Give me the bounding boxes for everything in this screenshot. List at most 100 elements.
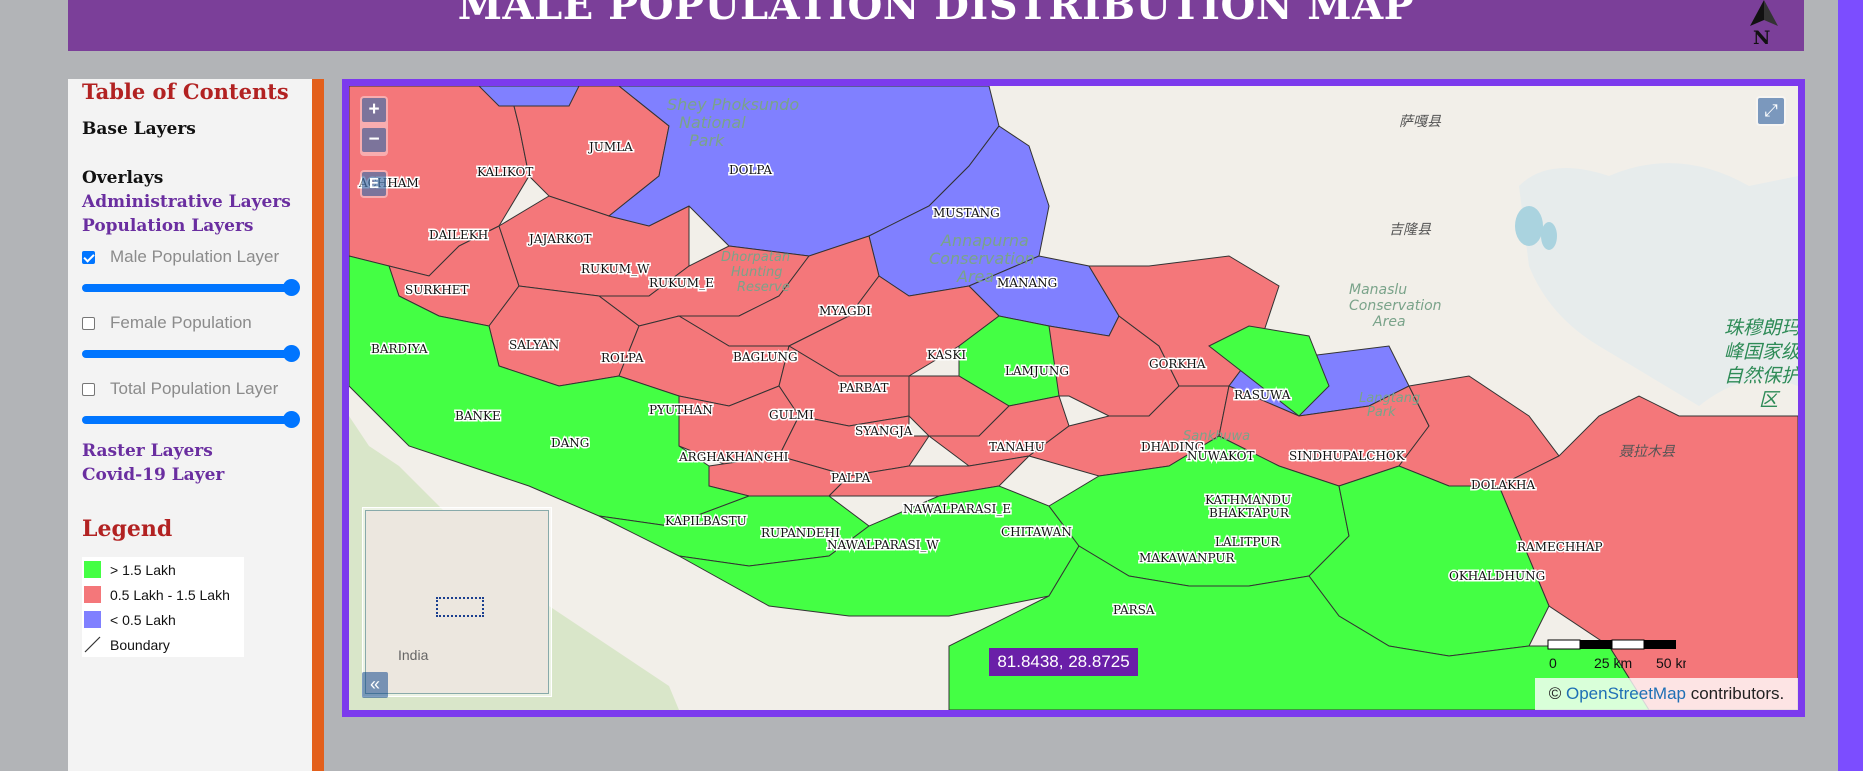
total-population-layer-row[interactable]: Total Population Layer <box>82 379 278 399</box>
zoom-extent-button[interactable]: E <box>362 172 386 196</box>
district-label: SYANGJA <box>855 424 913 438</box>
district-label: LALITPUR <box>1215 535 1280 549</box>
district-label: JUMLA <box>587 140 633 154</box>
basemap-label: National <box>679 113 746 132</box>
legend-swatch-low <box>84 611 101 628</box>
district-dolakha[interactable] <box>1498 395 1798 710</box>
district-label: DANG <box>551 436 589 450</box>
legend-label: < 0.5 Lakh <box>110 611 176 628</box>
basemap-label: Manaslu <box>1349 282 1407 298</box>
overview-map-canvas[interactable]: India <box>365 510 549 694</box>
basemap-label: 聂拉木县 <box>1619 444 1676 460</box>
district-label: BARDIYA <box>371 342 428 356</box>
basemap-label: 吉隆县 <box>1389 222 1432 238</box>
legend-item: Boundary <box>84 636 170 653</box>
north-label: N <box>1753 27 1771 49</box>
basemap-label: Dhorpatan <box>721 250 790 265</box>
district-label: GULMI <box>769 408 814 422</box>
total-population-opacity-slider[interactable] <box>82 411 300 428</box>
district-label: GORKHA <box>1149 357 1206 371</box>
district-label: MUSTANG <box>933 206 1000 220</box>
basemap-label: Hunting <box>731 265 782 280</box>
basemap-label: Park <box>1367 405 1396 420</box>
zoom-out-button[interactable]: − <box>362 128 386 152</box>
district-label: MYAGDI <box>819 304 871 318</box>
attribution-prefix: © <box>1548 684 1566 703</box>
page-title: MALE POPULATION DISTRIBUTION MAP <box>457 0 1415 29</box>
legend-label: 0.5 Lakh - 1.5 Lakh <box>110 586 230 603</box>
male-population-checkbox[interactable] <box>82 250 95 264</box>
zoom-control: + − <box>360 96 388 156</box>
north-arrow-icon <box>1750 0 1778 26</box>
legend-title: Legend <box>82 516 173 542</box>
scale-label-25: 25 km <box>1594 655 1632 671</box>
district-label: NUWAKOT <box>1187 449 1255 463</box>
basemap-label: Langtang <box>1359 391 1420 406</box>
legend-item: 0.5 Lakh - 1.5 Lakh <box>84 586 230 603</box>
scale-label-50: 50 km <box>1656 655 1686 671</box>
female-population-label: Female Population <box>110 313 252 332</box>
female-population-checkbox[interactable] <box>82 316 95 330</box>
overview-label: India <box>398 647 429 663</box>
overview-extent-box[interactable] <box>436 597 484 617</box>
district-surkhet-bardiya[interactable] <box>349 255 751 527</box>
female-population-opacity-slider[interactable] <box>82 345 300 362</box>
district-label: JAJARKOT <box>527 232 591 246</box>
district-humla[interactable] <box>478 86 580 107</box>
legend-item: > 1.5 Lakh <box>84 561 176 578</box>
fullscreen-icon[interactable]: ⤢ <box>1758 98 1784 124</box>
district-label: RUPANDEHI <box>761 526 840 540</box>
district-label: PYUTHAN <box>649 403 713 417</box>
overview-toggle-button[interactable]: « <box>362 672 388 698</box>
basemap-label: Conservation <box>929 249 1035 268</box>
basemap-label: Shey Phoksundo <box>667 95 799 114</box>
district-label: MANANG <box>997 276 1057 290</box>
district-label: BAGLUNG <box>733 350 798 364</box>
total-population-checkbox[interactable] <box>82 382 95 396</box>
administrative-layers-link[interactable]: Administrative Layers <box>82 192 291 212</box>
basemap-label: 萨嘎县 <box>1399 114 1442 130</box>
zoom-in-button[interactable]: + <box>362 98 386 122</box>
district-label: RASUWA <box>1234 388 1291 402</box>
male-population-layer-row[interactable]: Male Population Layer <box>82 247 279 267</box>
legend-swatch-high <box>84 561 101 578</box>
male-population-opacity-slider[interactable] <box>82 279 300 296</box>
district-label: NAWALPARASI_E <box>903 502 1011 516</box>
map-attribution: © OpenStreetMap contributors. <box>1535 678 1798 710</box>
district-label: ARGHAKHANCHI <box>678 450 789 464</box>
zoom-extent-control: E <box>360 170 388 198</box>
covid-19-layer-link[interactable]: Covid-19 Layer <box>82 465 225 485</box>
toc-title: Table of Contents <box>82 79 289 104</box>
district-label: DHADING <box>1141 440 1204 454</box>
basemap-label: Area <box>956 267 994 286</box>
overlays-heading: Overlays <box>82 168 164 188</box>
base-layers-heading[interactable]: Base Layers <box>82 119 196 139</box>
overview-map[interactable]: India <box>362 507 552 697</box>
map-view[interactable]: KALIKOT JUMLA DOLPA ACHHAM MUSTANG DAILEKH JAJ… <box>349 86 1798 710</box>
district-label: SURKHET <box>405 283 469 297</box>
female-population-layer-row[interactable]: Female Population <box>82 313 252 333</box>
district-label: DOLPA <box>729 163 772 177</box>
legend-box: > 1.5 Lakh 0.5 Lakh - 1.5 Lakh < 0.5 Lak… <box>82 557 244 657</box>
district-dhading[interactable] <box>1208 325 1330 417</box>
scale-label-0: 0 <box>1549 655 1557 671</box>
basemap-label: 自然保护 <box>1724 365 1798 387</box>
legend-label: Boundary <box>110 636 170 653</box>
attribution-suffix: contributors. <box>1686 684 1785 703</box>
population-layers-link[interactable]: Population Layers <box>82 216 254 236</box>
district-label: LAMJUNG <box>1005 364 1069 378</box>
openstreetmap-link[interactable]: OpenStreetMap <box>1565 684 1686 703</box>
basemap-label: 区 <box>1759 389 1781 411</box>
district-label: DAILEKH <box>429 228 488 242</box>
basemap-label: Reserve <box>737 280 790 295</box>
district-label: KAPILBASTU <box>665 514 747 528</box>
mouse-position-readout: 81.8438, 28.8725 <box>989 648 1138 676</box>
basemap-label: Sankhuwa <box>1183 429 1250 444</box>
district-label: KASKI <box>927 348 966 362</box>
district-label: TANAHU <box>989 440 1045 454</box>
basemap-label: Park <box>689 131 725 150</box>
district-label: OKHALDHUNG <box>1449 569 1545 583</box>
district-label: RUKUM_E <box>649 276 714 290</box>
raster-layers-link[interactable]: Raster Layers <box>82 441 213 461</box>
